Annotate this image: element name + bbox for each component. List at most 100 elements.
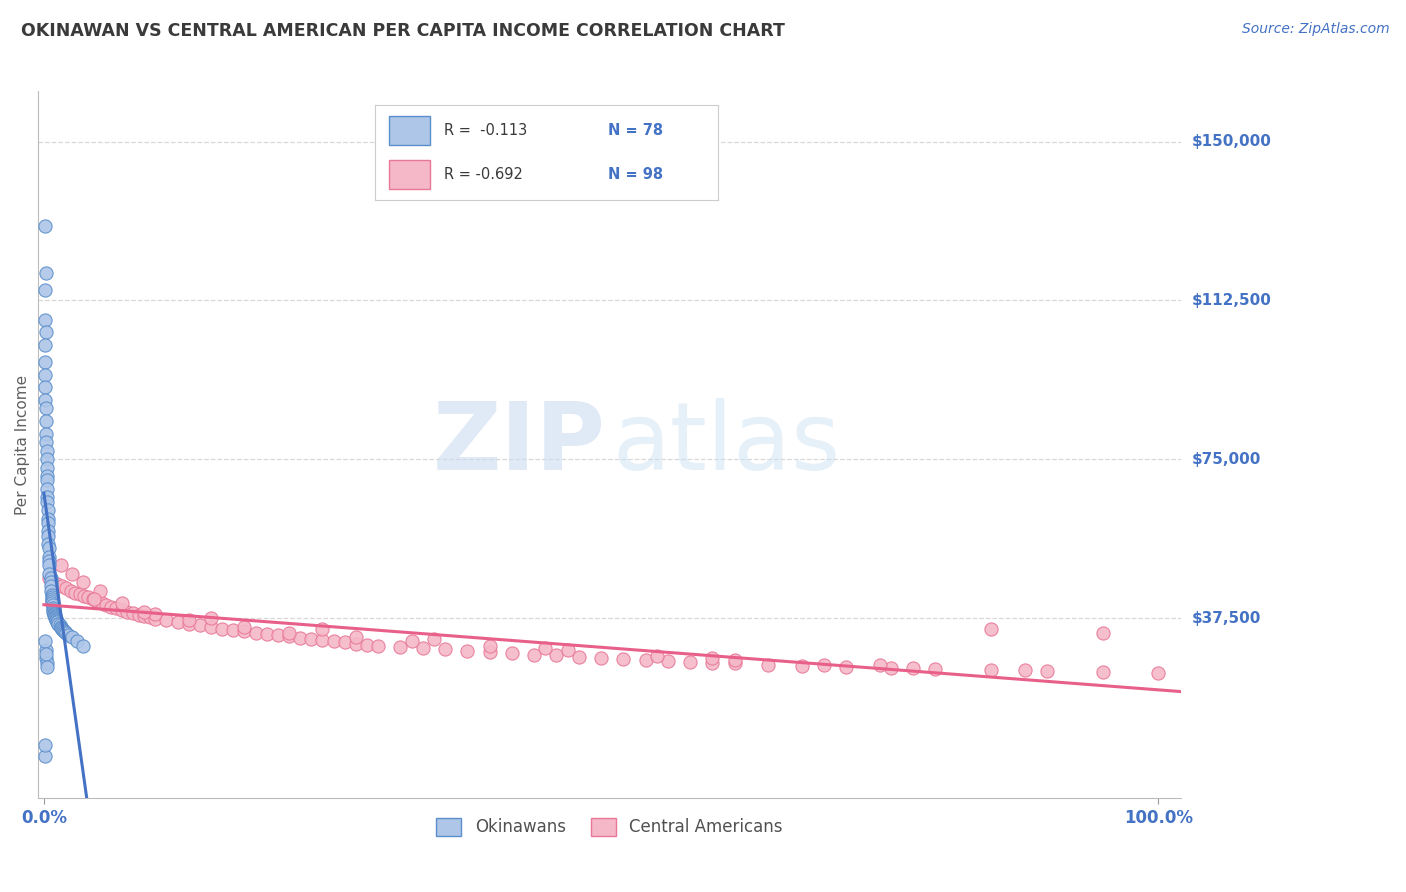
Point	[344, 630, 367, 644]
Point	[45, 612, 67, 626]
Point	[155, 613, 177, 627]
Point	[645, 649, 668, 664]
Point	[356, 638, 378, 652]
Point	[278, 629, 301, 643]
Point	[72, 639, 94, 653]
Point	[39, 583, 62, 598]
Point	[37, 660, 59, 674]
Point	[924, 662, 946, 676]
Point	[290, 631, 312, 645]
Point	[233, 624, 256, 639]
Point	[51, 579, 73, 593]
Point	[39, 575, 62, 590]
Point	[34, 738, 56, 752]
Text: $75,000: $75,000	[1192, 452, 1261, 467]
Point	[42, 605, 65, 619]
Point	[63, 585, 86, 599]
Point	[389, 640, 412, 654]
Point	[52, 623, 75, 637]
Point	[52, 624, 75, 638]
Point	[73, 589, 96, 603]
Point	[980, 663, 1002, 677]
Point	[35, 647, 58, 661]
Point	[177, 616, 200, 631]
Point	[200, 620, 222, 634]
Point	[34, 380, 56, 394]
Point	[48, 616, 70, 631]
Point	[42, 599, 65, 613]
Text: $150,000: $150,000	[1192, 134, 1271, 149]
Point	[55, 582, 77, 596]
Point	[58, 628, 80, 642]
Point	[412, 641, 434, 656]
Point	[813, 657, 835, 672]
Point	[612, 652, 634, 666]
Point	[634, 653, 657, 667]
Point	[980, 622, 1002, 636]
Point	[37, 491, 59, 505]
Point	[38, 554, 60, 568]
Text: OKINAWAN VS CENTRAL AMERICAN PER CAPITA INCOME CORRELATION CHART: OKINAWAN VS CENTRAL AMERICAN PER CAPITA …	[21, 22, 785, 40]
Point	[105, 601, 128, 615]
Point	[901, 661, 924, 675]
Point	[48, 617, 70, 632]
Point	[139, 610, 162, 624]
Point	[35, 435, 58, 450]
Point	[66, 634, 89, 648]
Point	[724, 657, 747, 671]
Point	[42, 575, 65, 590]
Point	[42, 608, 65, 623]
Point	[233, 619, 256, 633]
Point	[1147, 665, 1170, 680]
Point	[82, 592, 104, 607]
Point	[267, 628, 290, 642]
Point	[534, 640, 557, 655]
Point	[1014, 663, 1036, 677]
Point	[77, 591, 100, 605]
Point	[143, 611, 166, 625]
Point	[35, 426, 58, 441]
Point	[37, 524, 59, 539]
Point	[35, 325, 58, 339]
Point	[35, 266, 58, 280]
Point	[501, 646, 523, 660]
Point	[122, 607, 145, 621]
Point	[60, 566, 83, 581]
Point	[34, 219, 56, 234]
Point	[41, 596, 63, 610]
Point	[44, 609, 66, 624]
Point	[89, 583, 111, 598]
Point	[41, 590, 63, 604]
Point	[434, 642, 457, 657]
Point	[35, 651, 58, 665]
Point	[46, 614, 69, 628]
Point	[128, 607, 150, 622]
Point	[344, 636, 367, 650]
Point	[702, 651, 724, 665]
Point	[34, 634, 56, 648]
Point	[756, 657, 779, 672]
Point	[166, 615, 188, 629]
Point	[37, 482, 59, 496]
Point	[48, 618, 70, 632]
Point	[34, 338, 56, 352]
Point	[53, 625, 76, 640]
Point	[49, 621, 72, 635]
Point	[311, 633, 333, 648]
Point	[702, 656, 724, 670]
Point	[34, 283, 56, 297]
Text: $112,500: $112,500	[1192, 293, 1271, 308]
Point	[37, 452, 59, 467]
Point	[188, 618, 211, 632]
Point	[42, 602, 65, 616]
Point	[42, 600, 65, 615]
Point	[117, 605, 139, 619]
Point	[880, 661, 903, 675]
Point	[200, 611, 222, 625]
Point	[143, 607, 166, 621]
Point	[523, 648, 546, 662]
Point	[86, 594, 108, 608]
Point	[211, 622, 233, 636]
Point	[546, 648, 568, 663]
Point	[724, 653, 747, 667]
